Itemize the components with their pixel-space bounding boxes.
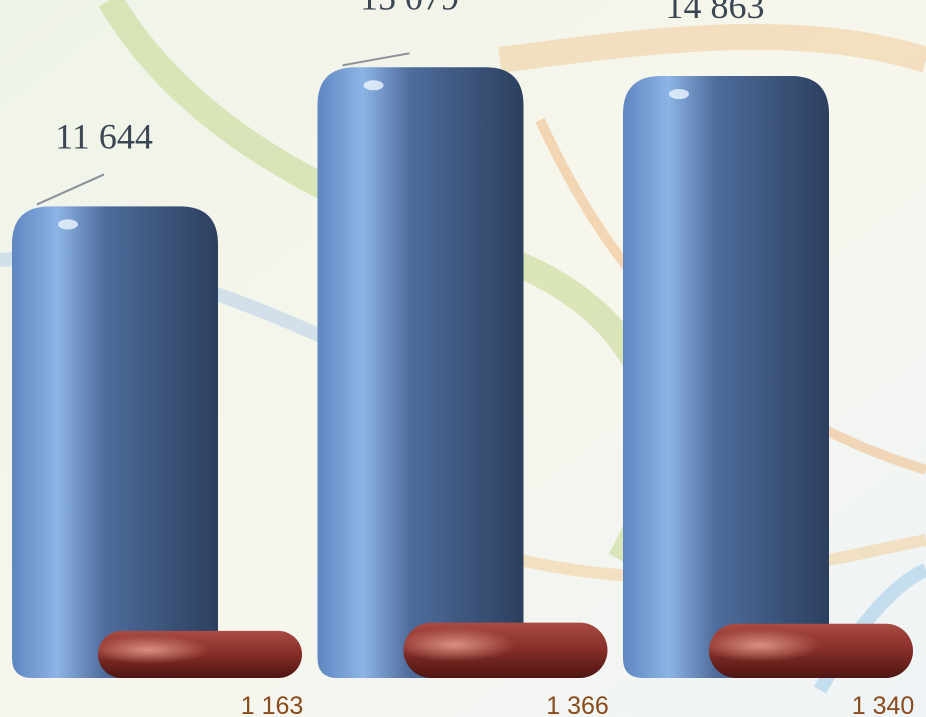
bar-highlight <box>709 624 913 678</box>
page: 11 6441 16315 0791 36614 8631 340 (() =>… <box>0 0 926 717</box>
bar <box>623 76 829 678</box>
bar-highlight <box>404 623 608 678</box>
value-label: 14 863 <box>666 0 765 26</box>
value-label: 11 644 <box>55 116 153 156</box>
bar-highlight <box>58 219 78 229</box>
chart: 11 644 1 163 15 079 1 366 14 863 1 340 <box>0 0 926 717</box>
value-label: 1 366 <box>546 692 609 717</box>
bar <box>318 67 524 678</box>
bar-highlight <box>98 631 302 678</box>
bar-highlight <box>364 80 384 90</box>
value-label: 1 340 <box>852 692 915 717</box>
value-label: 1 163 <box>241 692 304 717</box>
value-label: 15 079 <box>360 0 459 17</box>
bar-highlight <box>669 89 689 99</box>
bar <box>12 206 218 678</box>
